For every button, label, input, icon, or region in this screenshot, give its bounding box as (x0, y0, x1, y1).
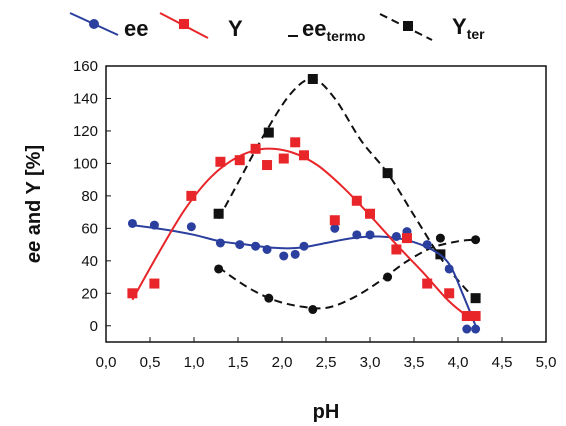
point-ee (235, 240, 245, 250)
legend-item-y: Y (159, 12, 243, 41)
point-ee (299, 241, 309, 251)
point-y-ter (470, 293, 481, 304)
point-y (391, 244, 402, 255)
point-y-ter (213, 208, 224, 219)
point-y (470, 311, 481, 322)
point-ee (290, 249, 300, 259)
point-y (329, 215, 340, 226)
x-tick-label: 0,0 (96, 354, 117, 371)
point-ee-termo (264, 293, 274, 303)
point-ee (149, 220, 159, 230)
x-tick-label: 4,0 (448, 354, 469, 371)
legend-label-ee: ee (124, 16, 148, 41)
legend-label-ee-termo: eetermo (302, 16, 365, 44)
point-ee (262, 244, 272, 254)
x-tick-label: 0,5 (140, 354, 161, 371)
point-y (461, 311, 472, 322)
point-ee (444, 264, 454, 274)
x-tick-label: 2,5 (316, 354, 337, 371)
point-ee (215, 238, 225, 248)
legend-label-ee-termo-base: ee (302, 16, 326, 41)
point-y (365, 208, 375, 219)
y-axis-label-ee: ee (23, 241, 45, 263)
point-ee (471, 324, 481, 334)
point-ee-termo (383, 272, 393, 282)
point-y (149, 278, 160, 289)
series-fit-y (131, 147, 472, 321)
point-ee (422, 240, 432, 250)
point-ee (279, 251, 289, 261)
legend: ee Y eetermo Yter (69, 12, 485, 44)
point-y (250, 143, 261, 154)
point-ee (352, 230, 362, 240)
legend-marker-ee (89, 19, 99, 29)
point-y (299, 150, 309, 161)
point-y (278, 153, 289, 164)
axis-ticks: 0,0 0,5 1,0 1,5 2,0 2,5 3,0 3,5 4,0 4,5 5,0 0 20 40 60… (73, 58, 556, 371)
series-fit-ee (132, 224, 477, 327)
point-ee-termo (214, 264, 224, 274)
legend-item-y-ter: Yter (379, 13, 485, 42)
point-y (262, 160, 273, 171)
y-tick-label: 60 (81, 220, 98, 237)
x-tick-label: 1,0 (184, 354, 205, 371)
legend-marker-y-ter (403, 21, 413, 31)
point-y-ter (382, 168, 393, 179)
x-axis-label: pH (313, 401, 340, 423)
point-y (127, 288, 138, 299)
y-tick-label: 100 (73, 155, 98, 172)
legend-item-ee: ee (69, 12, 148, 41)
point-y (351, 195, 362, 206)
point-y (215, 156, 226, 167)
point-ee (462, 324, 472, 334)
y-tick-label: 20 (81, 285, 98, 302)
point-ee (251, 241, 261, 251)
x-tick-label: 1,5 (228, 354, 249, 371)
legend-marker-y (179, 19, 189, 29)
legend-label-y: Y (228, 16, 243, 41)
point-ee (330, 223, 340, 233)
series-layer (127, 73, 481, 334)
point-ee (391, 231, 401, 241)
point-y (234, 155, 245, 166)
point-ee-termo (308, 305, 318, 315)
legend-label-y-ter: Yter (452, 14, 485, 42)
point-ee (365, 230, 375, 240)
x-tick-label: 3,0 (360, 354, 381, 371)
point-ee-termo (435, 233, 445, 243)
x-tick-label: 3,5 (404, 354, 425, 371)
y-tick-label: 80 (81, 188, 98, 205)
point-y (290, 137, 301, 148)
legend-label-y-ter-base: Y (452, 14, 467, 39)
y-tick-label: 0 (90, 318, 98, 335)
point-y-ter (307, 73, 318, 84)
x-tick-label: 4,5 (492, 354, 513, 371)
x-tick-label: 5,0 (536, 354, 557, 371)
point-y (422, 278, 433, 289)
point-ee-termo (471, 235, 481, 245)
y-axis-label-rest: and Y [%] (23, 145, 45, 241)
point-ee (127, 218, 137, 228)
point-y-ter (263, 127, 274, 138)
y-tick-label: 40 (81, 253, 98, 270)
legend-label-y-ter-sub: ter (467, 26, 485, 42)
y-tick-label: 120 (73, 123, 98, 140)
point-y (401, 233, 412, 244)
y-tick-label: 160 (73, 58, 98, 75)
series-fit-y-ter (217, 77, 477, 301)
point-y (186, 190, 197, 201)
point-ee (186, 222, 196, 232)
point-y (444, 288, 455, 299)
y-axis-label: ee and Y [%] (23, 145, 45, 263)
y-tick-label: 140 (73, 90, 98, 107)
legend-item-ee-termo: eetermo (288, 16, 365, 44)
x-tick-label: 2,0 (272, 354, 293, 371)
legend-label-ee-termo-sub: termo (326, 28, 365, 44)
